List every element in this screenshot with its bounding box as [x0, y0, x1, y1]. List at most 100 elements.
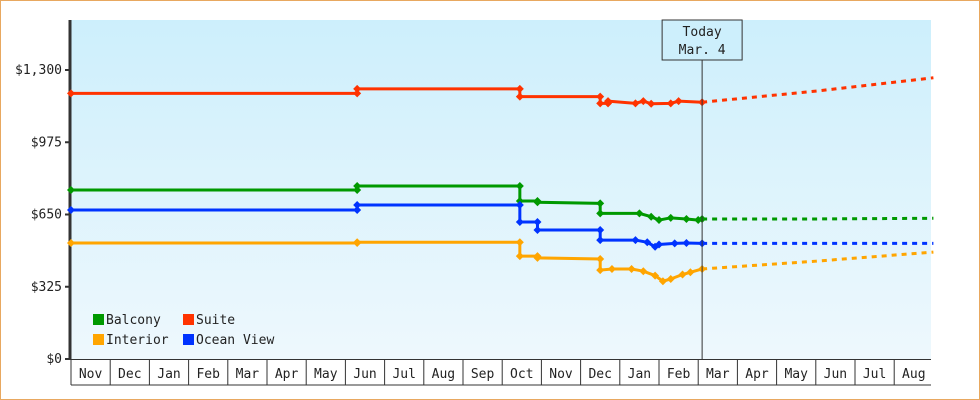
x-tick-label: Oct: [510, 367, 533, 382]
data-point-marker[interactable]: [596, 199, 605, 208]
data-point-marker[interactable]: [596, 92, 605, 101]
data-point-marker[interactable]: [515, 196, 524, 205]
data-point-marker[interactable]: [666, 274, 675, 283]
x-tick-label: Feb: [196, 367, 220, 382]
legend: Balcony Suite Interior Ocean View: [93, 313, 274, 348]
data-point-marker[interactable]: [515, 92, 524, 101]
legend-label: Ocean View: [196, 333, 274, 348]
data-point-marker[interactable]: [353, 89, 362, 98]
y-tick-label: $1,300: [15, 63, 62, 78]
data-point-marker[interactable]: [655, 240, 663, 249]
data-point-marker[interactable]: [596, 99, 605, 108]
x-tick-label: Jul: [392, 367, 415, 382]
x-tick-label: May: [314, 367, 338, 382]
today-marker: Today Mar. 4: [661, 19, 743, 359]
x-tick-label: Dec: [588, 367, 611, 382]
legend-label: Balcony: [106, 313, 161, 328]
x-tick-label: Mar: [236, 367, 260, 382]
legend-item-interior[interactable]: Interior: [93, 333, 169, 348]
legend-swatch: [93, 314, 104, 325]
series-balcony: [67, 182, 934, 225]
data-point-marker[interactable]: [533, 218, 542, 227]
x-tick-label: Jul: [863, 367, 886, 382]
data-point-marker[interactable]: [353, 182, 362, 191]
x-tick-label: Aug: [902, 367, 925, 382]
data-point-marker[interactable]: [631, 99, 640, 108]
data-point-marker[interactable]: [353, 206, 362, 215]
x-tick-label: Sep: [471, 367, 495, 382]
data-point-marker[interactable]: [533, 198, 542, 207]
data-point-marker[interactable]: [596, 236, 605, 245]
x-tick-label: Mar: [706, 367, 730, 382]
data-point-marker[interactable]: [686, 268, 695, 277]
y-tick-label: $0: [46, 352, 62, 367]
legend-item-ocean-view[interactable]: Ocean View: [183, 333, 274, 348]
x-tick-label: Jun: [824, 367, 847, 382]
data-point-marker[interactable]: [515, 218, 524, 227]
x-tick-label: May: [784, 367, 808, 382]
x-tick-label: Nov: [79, 367, 103, 382]
data-point-marker[interactable]: [655, 216, 663, 225]
legend-item-suite[interactable]: Suite: [183, 313, 235, 328]
legend-label: Interior: [106, 333, 169, 348]
x-tick-label: Nov: [549, 367, 573, 382]
data-point-marker[interactable]: [67, 89, 75, 98]
data-point-marker[interactable]: [666, 213, 675, 222]
data-point-marker[interactable]: [678, 270, 687, 279]
series-ocean-view: [67, 200, 934, 251]
data-point-marker[interactable]: [515, 252, 524, 261]
data-point-marker[interactable]: [533, 226, 542, 235]
data-point-marker[interactable]: [596, 209, 605, 218]
data-point-marker[interactable]: [658, 277, 667, 286]
data-point-marker[interactable]: [666, 99, 675, 108]
data-point-marker[interactable]: [631, 236, 640, 245]
data-point-marker[interactable]: [682, 214, 691, 223]
x-tick-label: Apr: [275, 367, 299, 382]
data-point-marker[interactable]: [67, 186, 75, 195]
x-tick-label: Dec: [118, 367, 141, 382]
y-tick-label: $650: [31, 208, 62, 223]
data-point-marker[interactable]: [596, 266, 605, 275]
data-point-marker[interactable]: [515, 84, 524, 93]
x-tick-label: Jan: [157, 367, 180, 382]
x-tick-label: Aug: [432, 367, 455, 382]
data-point-marker[interactable]: [670, 239, 679, 248]
data-point-marker[interactable]: [639, 97, 648, 106]
y-axis: $0 $325 $650 $975 $1,300: [15, 20, 72, 367]
data-point-marker[interactable]: [647, 99, 656, 108]
legend-swatch: [183, 314, 194, 325]
data-point-marker[interactable]: [515, 238, 524, 247]
data-point-marker[interactable]: [353, 200, 362, 209]
data-point-marker[interactable]: [353, 84, 362, 93]
data-point-marker[interactable]: [596, 254, 605, 263]
today-label: Today: [683, 25, 722, 40]
data-point-marker[interactable]: [651, 271, 660, 280]
data-point-marker[interactable]: [682, 238, 691, 247]
x-axis: Nov Dec Jan Feb Mar Apr May Jun Jul Aug Sep Oct Nov D…: [70, 359, 931, 386]
legend-swatch: [183, 334, 194, 345]
data-point-marker[interactable]: [515, 200, 524, 209]
x-tick-label: Jun: [353, 367, 376, 382]
data-point-marker[interactable]: [67, 238, 75, 247]
data-point-marker[interactable]: [639, 267, 648, 276]
data-point-marker[interactable]: [674, 97, 683, 106]
data-point-marker[interactable]: [647, 212, 656, 221]
data-point-marker[interactable]: [643, 238, 652, 247]
legend-swatch: [93, 334, 104, 345]
data-point-marker[interactable]: [353, 186, 362, 195]
data-point-marker[interactable]: [533, 253, 542, 262]
legend-item-balcony[interactable]: Balcony: [93, 313, 161, 328]
x-tick-label: Apr: [745, 367, 769, 382]
data-point-marker[interactable]: [627, 264, 636, 273]
legend-label: Suite: [196, 313, 235, 328]
y-tick-label: $975: [31, 135, 62, 150]
data-point-marker[interactable]: [635, 209, 644, 218]
data-point-marker[interactable]: [604, 97, 613, 106]
data-point-marker[interactable]: [353, 238, 362, 247]
data-point-marker[interactable]: [67, 206, 75, 215]
data-point-marker[interactable]: [596, 226, 605, 235]
data-point-marker[interactable]: [607, 264, 616, 273]
data-point-marker[interactable]: [515, 182, 524, 191]
series-interior: [67, 238, 934, 286]
